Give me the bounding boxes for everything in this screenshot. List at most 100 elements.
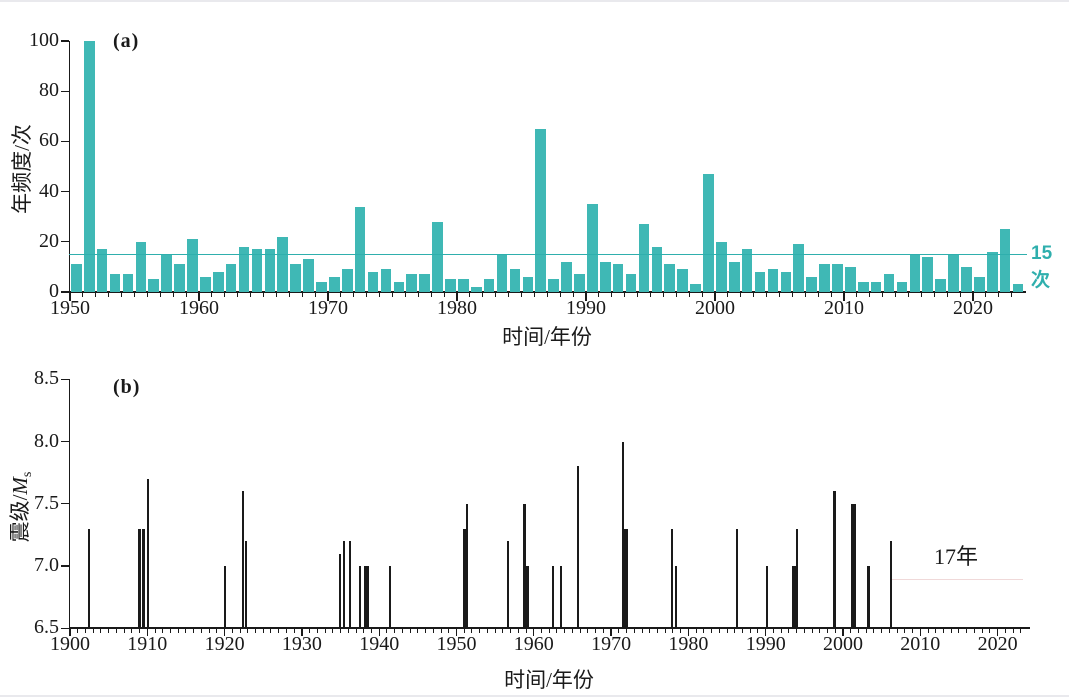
panel-b-x-minor-tick (1004, 629, 1006, 633)
panel-b-x-minor-tick (989, 629, 991, 633)
panel-a-y-tick (61, 40, 69, 42)
frequency-bar-1960 (200, 276, 211, 292)
frequency-bar-2000 (716, 241, 727, 292)
panel-b-y-tick-label: 7.5 (34, 491, 59, 514)
panel-b-x-minor-tick (1020, 629, 1022, 633)
panel-b-x-minor-tick (278, 629, 280, 633)
panel-b-x-minor-tick (973, 629, 975, 633)
panel-a-x-minor-tick (624, 293, 626, 297)
panel-b-x-tick (919, 629, 921, 637)
panel-b-x-minor-tick (564, 629, 566, 633)
panel-b-x-minor-tick (370, 629, 372, 633)
panel-b-y-tick (61, 503, 69, 505)
panel-a-y-tick-label: 80 (39, 79, 59, 102)
panel-b-y-tick-label: 7.0 (34, 554, 59, 577)
panel-b-x-minor-tick (672, 629, 674, 633)
panel-b-x-tick (455, 629, 458, 637)
panel-b-x-tick-label: 1990 (745, 633, 786, 655)
page-top-border (0, 0, 1069, 2)
panel-b-x-minor-tick (873, 629, 875, 633)
panel-b-x-minor-tick (270, 629, 272, 633)
panel-a-y-tick-label: 60 (39, 129, 59, 152)
panel-a-x-minor-tick (895, 293, 897, 297)
frequency-bar-1986 (535, 128, 547, 292)
panel-b-x-minor-tick (479, 629, 481, 633)
panel-a-x-tick-label: 1960 (179, 297, 219, 319)
frequency-bar-2013 (883, 274, 895, 292)
panel-b-x-tick-label: 2000 (823, 633, 863, 655)
panel-b-x-minor-tick (255, 629, 257, 633)
magnitude-stem-1962.5 (552, 566, 555, 629)
frequency-bar-1967 (290, 264, 301, 292)
panel-b-x-minor-tick (216, 629, 218, 633)
panel-b-x-minor-tick (123, 629, 125, 633)
panel-a-x-tick-label: 2000 (695, 297, 735, 319)
panel-a-x-minor-tick (998, 293, 1000, 297)
panel-a-y-tick (61, 90, 69, 92)
panel-b-x-minor-tick (958, 629, 960, 633)
panel-a-x-minor-tick (430, 293, 432, 297)
panel-a-x-minor-tick (908, 293, 910, 297)
panel-b-x-minor-tick (177, 629, 179, 633)
magnitude-stem-1934.9 (338, 553, 341, 629)
panel-b-x-tick (842, 629, 844, 637)
panel-b-x-minor-tick (942, 629, 944, 633)
panel-a-x-minor-tick (753, 293, 755, 297)
panel-a-x-tick (456, 293, 458, 301)
frequency-bar-2022 (999, 229, 1011, 292)
frequency-bar-1992 (612, 264, 624, 292)
panel-a-x-minor-tick (146, 293, 148, 297)
panel-b-x-tick-label: 1970 (591, 633, 632, 655)
frequency-bar-1955 (135, 241, 147, 292)
panel-a-y-tick-label: 20 (39, 229, 59, 252)
magnitude-stem-1994.1 (796, 528, 799, 629)
frequency-bar-2003 (754, 271, 766, 292)
frequency-bar-2023 (1012, 284, 1024, 292)
panel-b-x-minor-tick (656, 629, 658, 633)
frequency-bar-2010 (845, 266, 856, 292)
panel-a-x-minor-tick (985, 293, 987, 297)
seismic-gap-line (891, 578, 1024, 580)
panel-b-x-minor-tick (239, 629, 241, 633)
panel-b-x-minor-tick (77, 629, 79, 633)
frequency-bar-1990 (587, 204, 598, 292)
panel-b-x-minor-tick (633, 629, 635, 633)
panel-b-x-minor-tick (139, 629, 141, 633)
frequency-bar-2004 (767, 269, 779, 292)
frequency-bar-1961 (212, 271, 224, 292)
panel-a-y-tick (61, 191, 69, 193)
panel-a-x-minor-tick (1011, 293, 1013, 297)
panel-a-x-minor-tick (495, 293, 497, 297)
panel-b-x-minor-tick (896, 629, 898, 633)
frequency-bar-1968 (303, 259, 314, 292)
magnitude-stem-1920 (223, 566, 226, 629)
panel-b-x-minor-tick (811, 629, 813, 633)
panel-a-x-minor-tick (779, 293, 781, 297)
panel-b-x-minor-tick (788, 629, 790, 633)
panel-b-x-minor-tick (324, 629, 326, 633)
frequency-bar-1963 (238, 246, 250, 292)
panel-a-x-minor-tick (791, 293, 793, 297)
frequency-bar-1981 (470, 286, 482, 292)
panel-b-x-tick (765, 629, 767, 637)
panel-a-x-minor-tick (108, 293, 110, 297)
panel-a-x-minor-tick (546, 293, 548, 297)
magnitude-stem-1956.7 (507, 541, 510, 629)
panel-b-x-minor-tick (115, 629, 117, 633)
panel-a-x-minor-tick (275, 293, 277, 297)
panel-a-x-minor-tick (443, 293, 445, 297)
panel-b-x-minor-tick (185, 629, 187, 633)
panel-b-x-minor-tick (742, 629, 743, 633)
frequency-bar-1956 (148, 279, 160, 292)
panel-b-x-tick-label: 1980 (668, 633, 709, 655)
panel-b-x-minor-tick (84, 629, 86, 633)
magnitude-stem-1922.4 (242, 491, 245, 629)
panel-b-x-tick (687, 629, 690, 637)
magnitude-stem-1941.4 (388, 566, 392, 629)
panel-a-x-minor-tick (237, 293, 239, 297)
panel-a-y-tick-label: 0 (49, 280, 59, 302)
panel-b-y-tick (61, 565, 69, 567)
panel-b-y-tick-label: 8.0 (34, 429, 59, 452)
panel-b-x-minor-tick (757, 629, 759, 633)
magnitude-stem-1902.5 (88, 528, 91, 629)
